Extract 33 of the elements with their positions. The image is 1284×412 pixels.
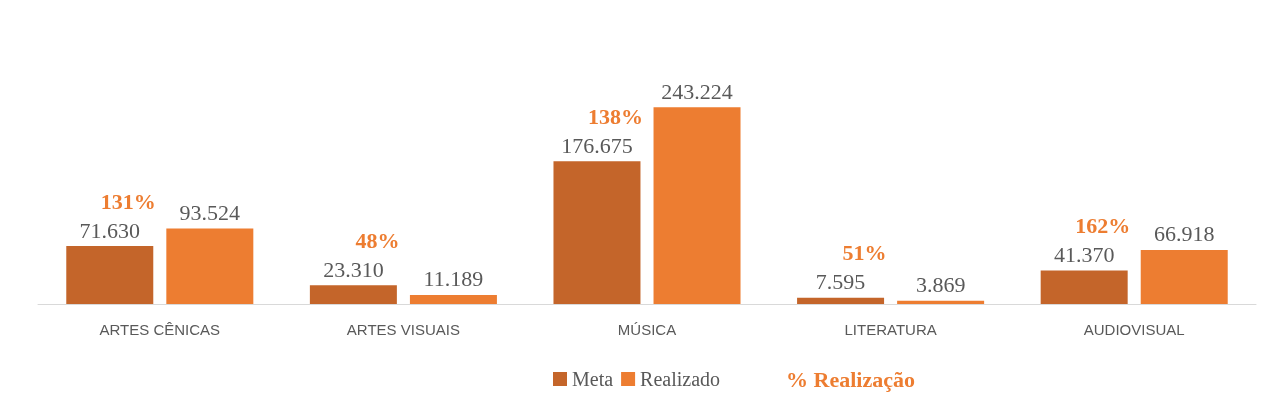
bar <box>166 228 254 304</box>
data-label: 93.524 <box>179 199 241 225</box>
data-label: 3.869 <box>915 272 966 298</box>
bar <box>553 161 641 304</box>
annotation: 162% <box>1075 213 1131 239</box>
annotation: 51% <box>842 240 887 266</box>
annotation: 131% <box>100 188 156 214</box>
annotation: 138% <box>588 103 643 129</box>
data-label: 23.310 <box>323 256 384 282</box>
data-label: 71.630 <box>79 217 141 243</box>
bar <box>409 294 497 304</box>
data-label: 243.224 <box>661 78 733 104</box>
x-tick-label: LITERATURA <box>844 321 937 338</box>
bar <box>797 297 885 304</box>
bar <box>653 107 741 304</box>
x-tick-label: MÚSICA <box>617 321 677 338</box>
data-label: 11.189 <box>423 266 484 292</box>
annotation: 48% <box>355 227 400 253</box>
data-label: 41.370 <box>1053 242 1115 268</box>
bar <box>897 300 985 304</box>
bar <box>1140 249 1228 304</box>
data-label: 176.675 <box>561 132 633 158</box>
x-tick-label: AUDIOVISUAL <box>1083 321 1185 338</box>
legend-label: Meta <box>572 368 614 390</box>
text: % Realização <box>786 366 915 392</box>
bar <box>1040 270 1128 304</box>
bar <box>309 285 397 304</box>
x-tick-label: ARTES VISUAIS <box>346 321 460 338</box>
data-label: 7.595 <box>815 269 866 295</box>
x-tick-label: ARTES CÊNICAS <box>99 321 221 338</box>
legend-label: Realizado <box>640 368 721 390</box>
data-label: 66.918 <box>1153 221 1215 247</box>
bar <box>66 246 154 304</box>
